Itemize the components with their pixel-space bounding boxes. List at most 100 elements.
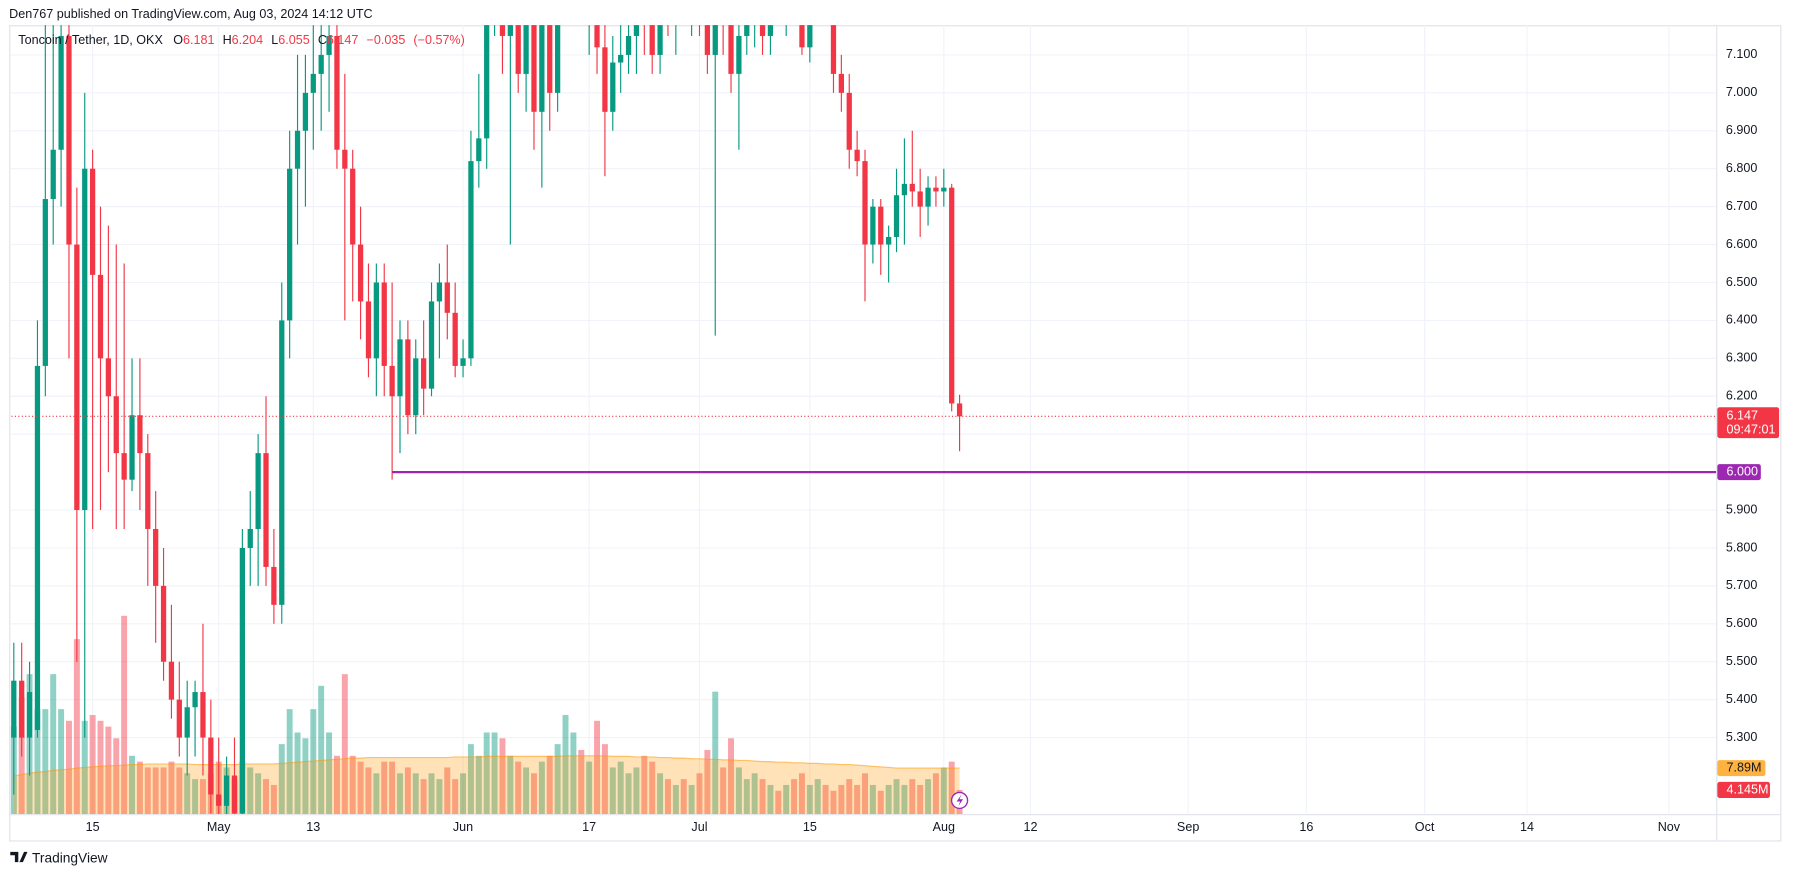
volume-bar [672, 784, 679, 815]
volume-bar [404, 767, 411, 815]
volume-bar [712, 691, 719, 815]
volume-bar [294, 732, 301, 815]
candle-body [58, 35, 64, 150]
volume-bar [34, 709, 41, 815]
candle-body [381, 282, 387, 366]
volume-bar [73, 639, 80, 815]
candle-body [389, 365, 395, 397]
candle-body [649, 25, 655, 55]
volume-bar [728, 738, 734, 815]
volume-bar [609, 767, 616, 815]
candle-body [838, 73, 844, 93]
candle-body [633, 25, 640, 36]
alert-bolt [956, 794, 964, 807]
candle-body [279, 320, 285, 605]
y-tick-label: 5.800 [1726, 540, 1757, 554]
volume-bar [412, 773, 419, 815]
x-tick-label: 17 [582, 820, 596, 834]
x-tick-label: 15 [86, 820, 100, 834]
candle-body [846, 92, 852, 150]
candle-body [799, 25, 805, 48]
candle-body [484, 25, 490, 139]
last-price-label: 6.147 [1726, 409, 1757, 423]
candle-body [121, 453, 127, 480]
volume-bar [389, 761, 396, 815]
candle-body [168, 661, 175, 700]
y-tick-label: 5.500 [1726, 654, 1757, 668]
volume-bar [136, 761, 143, 815]
candle-body [547, 25, 553, 93]
volume-bar [586, 761, 593, 815]
volume-bar [862, 773, 868, 815]
candle-body [759, 25, 766, 36]
volume-bar [720, 767, 727, 815]
candle-body [66, 35, 72, 245]
change-value: −0.035 [367, 33, 406, 47]
volume-bar [775, 790, 782, 815]
volume-bar [759, 779, 766, 815]
volume-bar [617, 761, 624, 815]
candle-body [200, 692, 206, 738]
axes: 15 May 13 Jun 17 Jul 15 Aug 12 Sep 16 Oct 14 Nov 5.300… [86, 47, 1780, 834]
symbol-legend: Toncoin / Tether, 1D, OKX O6.181 H6.204 … [18, 33, 465, 47]
candle-body [862, 161, 868, 245]
volume-bar [869, 784, 876, 815]
volume-bar [333, 755, 340, 815]
volume-bar [507, 755, 514, 815]
y-tick-label: 6.900 [1726, 123, 1757, 137]
candle-body [925, 187, 931, 207]
candle-body [452, 312, 458, 366]
volume-bar [66, 720, 72, 815]
close-letter: C [318, 33, 327, 47]
y-tick-label: 7.000 [1726, 85, 1757, 99]
volume-bar [601, 744, 608, 815]
last-price-box [1717, 407, 1780, 439]
volume-bar [255, 773, 262, 815]
y-tick-label: 7.100 [1726, 47, 1757, 61]
volume-bar [160, 767, 167, 815]
volume-bar [247, 767, 254, 815]
volume-bar [814, 779, 821, 815]
close-value: 6.147 [327, 33, 358, 47]
candle-body [594, 25, 600, 48]
volume-bar [263, 779, 269, 815]
candle-body [886, 236, 892, 245]
candle-body [767, 25, 774, 36]
candle-body [255, 453, 261, 529]
candle-body [223, 775, 230, 806]
volume-bar [554, 744, 561, 815]
volume-bar [467, 744, 474, 815]
candle-body [97, 274, 104, 359]
y-tick-label: 6.300 [1726, 351, 1757, 365]
volume-bar [397, 773, 403, 815]
candle-body [830, 25, 837, 74]
volume-bar [735, 767, 742, 815]
candle-body [625, 35, 632, 55]
volume-bar [515, 761, 522, 815]
volume-bar [286, 709, 293, 815]
candle-body [310, 73, 316, 93]
volume-bar [562, 714, 569, 815]
candle-body [807, 25, 813, 48]
volume-bar [925, 779, 932, 815]
pane-frame [9, 25, 1782, 842]
y-tick-label: 6.800 [1726, 161, 1757, 175]
volume-bar [680, 779, 687, 815]
level-label: 6.000 [1726, 464, 1757, 478]
y-tick-label: 6.500 [1726, 275, 1757, 289]
open-value: 6.181 [183, 33, 214, 47]
candle-body [153, 528, 159, 586]
volume-bar [318, 685, 325, 815]
volume-bar [89, 714, 96, 815]
volume-bar [633, 767, 640, 815]
candle-body [397, 339, 403, 397]
candle-body [878, 206, 884, 245]
candle-body [105, 358, 112, 397]
candle-body [82, 168, 88, 511]
candle-body [184, 707, 190, 738]
candle-body [342, 149, 348, 169]
x-tick-label: Aug [933, 820, 955, 834]
volume-bar [475, 755, 482, 815]
x-tick-label: Jun [453, 820, 473, 834]
volume-bar [199, 779, 206, 815]
